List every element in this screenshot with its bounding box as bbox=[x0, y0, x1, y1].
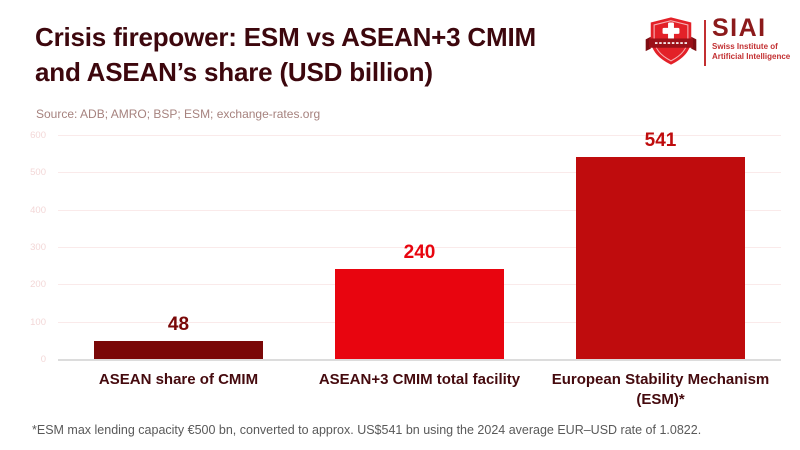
category-label-3: European Stability Mechanism (ESM)* bbox=[551, 371, 770, 408]
category-label-2: ASEAN+3 CMIM total facility bbox=[318, 371, 521, 388]
y-tick-label: 400 bbox=[30, 204, 46, 216]
y-tick-label: 200 bbox=[30, 279, 46, 291]
logo-wordmark: SIAI bbox=[712, 14, 767, 42]
bar-value-label: 48 bbox=[167, 314, 190, 336]
plot-area: 0 100 200 300 400 500 600 48 240 541 bbox=[30, 130, 781, 365]
logo-divider bbox=[704, 20, 706, 66]
bar-3 bbox=[576, 157, 745, 359]
siai-logo: SIAI Swiss Institute of Artificial Intel… bbox=[644, 12, 794, 70]
bar-value-label: 541 bbox=[644, 130, 677, 152]
source-note: Source: ADB; AMRO; BSP; ESM; exchange-ra… bbox=[36, 107, 321, 121]
x-axis-line bbox=[58, 359, 781, 361]
y-tick-label: 0 bbox=[40, 354, 46, 365]
logo-subtitle-line2: Artificial Intelligence bbox=[712, 51, 791, 61]
gridline bbox=[58, 247, 781, 248]
page-title-line2: and ASEAN’s share (USD billion) bbox=[35, 57, 433, 87]
logo-subtitle-line1: Swiss Institute of bbox=[712, 42, 778, 51]
bar-value-label: 240 bbox=[403, 242, 436, 264]
page-title-line1: Crisis firepower: ESM vs ASEAN+3 CMIM bbox=[35, 22, 536, 52]
category-label-1: ASEAN share of CMIM bbox=[98, 371, 259, 388]
page-title: Crisis firepower: ESM vs ASEAN+3 CMIM an… bbox=[35, 20, 536, 90]
gridline bbox=[58, 172, 781, 174]
y-tick-label: 100 bbox=[30, 316, 46, 328]
gridline bbox=[58, 135, 781, 136]
bar-2 bbox=[335, 269, 504, 359]
y-tick-label: 600 bbox=[30, 130, 46, 141]
y-tick-label: 300 bbox=[30, 242, 46, 253]
x-axis-labels: ASEAN share of CMIM ASEAN+3 CMIM total fa… bbox=[58, 370, 781, 410]
swiss-shield-icon bbox=[645, 17, 697, 65]
logo-text: SIAI Swiss Institute of Artificial Intel… bbox=[712, 14, 790, 61]
y-tick-label: 500 bbox=[30, 167, 46, 179]
gridline bbox=[58, 209, 781, 211]
footnote: *ESM max lending capacity €500 bn, conve… bbox=[32, 423, 702, 437]
bar-1 bbox=[94, 341, 263, 359]
